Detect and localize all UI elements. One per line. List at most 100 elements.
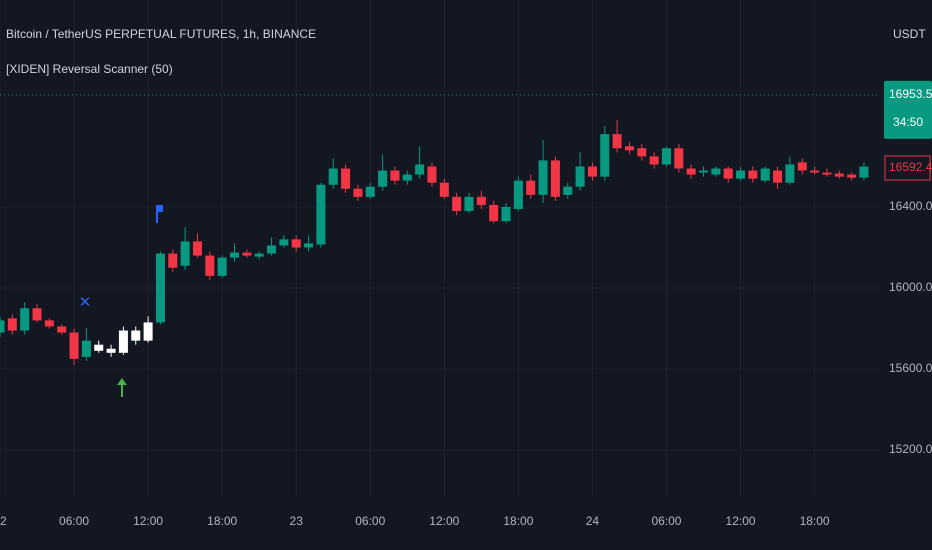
candle-body bbox=[106, 348, 116, 353]
candle-body bbox=[810, 170, 820, 173]
indicator-name: [XIDEN] Reversal Scanner (50) bbox=[6, 62, 173, 76]
plot bbox=[0, 94, 880, 365]
y-tick-label: 15200.0 bbox=[889, 442, 932, 456]
candle-body bbox=[341, 168, 351, 189]
last-price-box bbox=[884, 80, 932, 139]
candle-body bbox=[242, 252, 252, 256]
axis-unit: USDT bbox=[893, 27, 926, 41]
x-tick-label: 18:00 bbox=[503, 514, 533, 528]
candle-body bbox=[723, 168, 733, 179]
x-tick-label: 06:00 bbox=[355, 514, 385, 528]
candle-body bbox=[427, 166, 437, 183]
signal-cross: ✕ bbox=[79, 294, 92, 311]
candle-body bbox=[230, 252, 240, 258]
candle-body bbox=[661, 148, 671, 165]
candle-body bbox=[439, 182, 449, 197]
x-tick-label: 23 bbox=[290, 514, 304, 528]
candle-body bbox=[415, 164, 425, 175]
candle-body bbox=[390, 170, 400, 181]
x-tick-label: 18:00 bbox=[207, 514, 237, 528]
candle-body bbox=[378, 170, 388, 187]
x-tick-label: 12:00 bbox=[429, 514, 459, 528]
candle-body bbox=[489, 204, 499, 222]
x-tick-label: 06:00 bbox=[59, 514, 89, 528]
candle-body bbox=[699, 170, 709, 173]
candle-body bbox=[797, 162, 807, 171]
candle-body bbox=[304, 243, 314, 248]
candle-body bbox=[501, 206, 511, 222]
candle-body bbox=[847, 174, 857, 178]
candle-body bbox=[131, 330, 141, 341]
candle-body bbox=[649, 156, 659, 165]
candle-body bbox=[57, 326, 67, 333]
grid bbox=[0, 0, 880, 497]
x-tick-label: 18:00 bbox=[800, 514, 830, 528]
candle-body bbox=[291, 239, 301, 248]
candle-body bbox=[254, 253, 264, 257]
candle-body bbox=[365, 186, 375, 197]
candle-body bbox=[7, 318, 17, 331]
marker-price-label: 16592.4 bbox=[889, 160, 932, 174]
candle-body bbox=[822, 172, 832, 175]
candle-body bbox=[328, 168, 338, 185]
candle-body bbox=[760, 168, 770, 181]
candle-body bbox=[44, 320, 54, 327]
candle-body bbox=[267, 245, 277, 254]
candle-body bbox=[476, 196, 486, 205]
chart-title: Bitcoin / TetherUS PERPETUAL FUTURES, 1h… bbox=[6, 27, 316, 41]
signal-flag bbox=[156, 205, 163, 223]
x-tick-label: 12:00 bbox=[726, 514, 756, 528]
y-tick-label: 16000.0 bbox=[889, 280, 932, 294]
candle-body bbox=[834, 173, 844, 177]
candle-body bbox=[279, 239, 289, 246]
candle-body bbox=[32, 308, 42, 321]
candle-body bbox=[452, 196, 462, 212]
candle-body bbox=[94, 344, 104, 351]
candle-body bbox=[575, 166, 585, 187]
x-tick-label: 06:00 bbox=[651, 514, 681, 528]
marker-price-box bbox=[884, 155, 931, 181]
candle-body bbox=[20, 308, 30, 331]
candle-body bbox=[180, 241, 190, 266]
candle-body bbox=[155, 253, 165, 323]
x-tick-label: 22 bbox=[0, 514, 7, 528]
candle-body bbox=[736, 170, 746, 179]
candle-body bbox=[674, 148, 684, 169]
candle-body bbox=[600, 134, 610, 177]
candle-body bbox=[686, 168, 696, 175]
candle-body bbox=[748, 170, 758, 179]
candle-body bbox=[316, 184, 326, 245]
candle-body bbox=[711, 168, 721, 175]
signal-arrow bbox=[117, 378, 127, 397]
price-axis: 15200.0 15600.0 16000.0 16400.0 22 06:00 12:00… bbox=[0, 80, 932, 528]
x-tick-label: 12:00 bbox=[133, 514, 163, 528]
last-price-label: 16953.5 bbox=[889, 87, 932, 101]
candle-body bbox=[464, 196, 474, 212]
candle-body bbox=[859, 166, 869, 178]
countdown-label: 34:50 bbox=[893, 115, 923, 129]
candle-body bbox=[538, 160, 548, 195]
candle-body bbox=[0, 320, 5, 333]
candle-body bbox=[550, 160, 560, 197]
candle-body bbox=[402, 174, 412, 181]
y-tick-label: 15600.0 bbox=[889, 361, 932, 375]
candle-body bbox=[143, 322, 153, 341]
candle-body bbox=[624, 146, 634, 151]
candle-body bbox=[168, 253, 178, 268]
candle-body bbox=[192, 241, 202, 256]
candle-body bbox=[205, 255, 215, 276]
candle-body bbox=[563, 186, 573, 195]
candle-body bbox=[637, 148, 647, 157]
candle-body bbox=[612, 134, 622, 149]
candle-body bbox=[587, 166, 597, 177]
candle-body bbox=[81, 340, 91, 357]
candle-body bbox=[353, 188, 363, 197]
candle-body bbox=[118, 330, 128, 353]
candle-body bbox=[526, 180, 536, 195]
candle-body bbox=[513, 180, 523, 210]
candle-body bbox=[773, 170, 783, 183]
candle-body bbox=[785, 164, 795, 183]
y-tick-label: 16400.0 bbox=[889, 199, 932, 213]
